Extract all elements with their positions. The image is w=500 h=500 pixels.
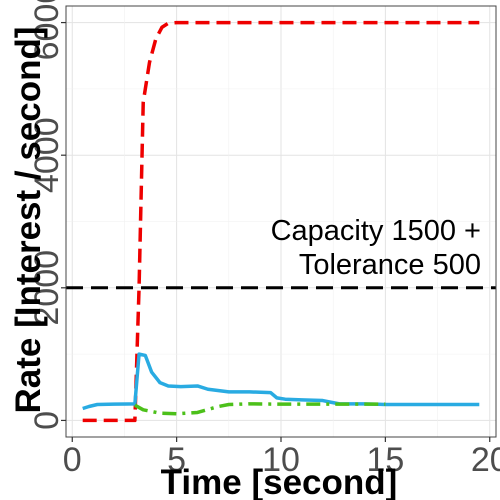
- x-tick-label: 15: [366, 441, 404, 479]
- x-axis-title: Time [second]: [161, 463, 398, 500]
- x-tick-label: 20: [471, 441, 500, 479]
- series-layer: [82, 20, 480, 423]
- series-line-3: [134, 402, 386, 416]
- grid-lines: [66, 6, 496, 437]
- x-axis-ticks: 0 5 10 15 20: [63, 437, 500, 479]
- series-line-1: [82, 20, 480, 423]
- y-tick-label: 6000: [28, 0, 66, 60]
- annotation-line-2: Tolerance 500: [299, 249, 481, 281]
- x-tick-label: 5: [167, 441, 186, 479]
- y-tick-label: 0: [28, 411, 66, 430]
- y-tick-label: 4000: [28, 117, 66, 193]
- annotation-line-1: Capacity 1500 +: [271, 215, 481, 247]
- x-tick-label: 10: [262, 441, 300, 479]
- x-tick-label: 0: [63, 441, 82, 479]
- y-axis-title: Rate [Interest / second]: [9, 26, 48, 413]
- y-axis-ticks: 0 2000 4000 6000: [28, 0, 66, 430]
- y-tick-label: 2000: [28, 250, 66, 326]
